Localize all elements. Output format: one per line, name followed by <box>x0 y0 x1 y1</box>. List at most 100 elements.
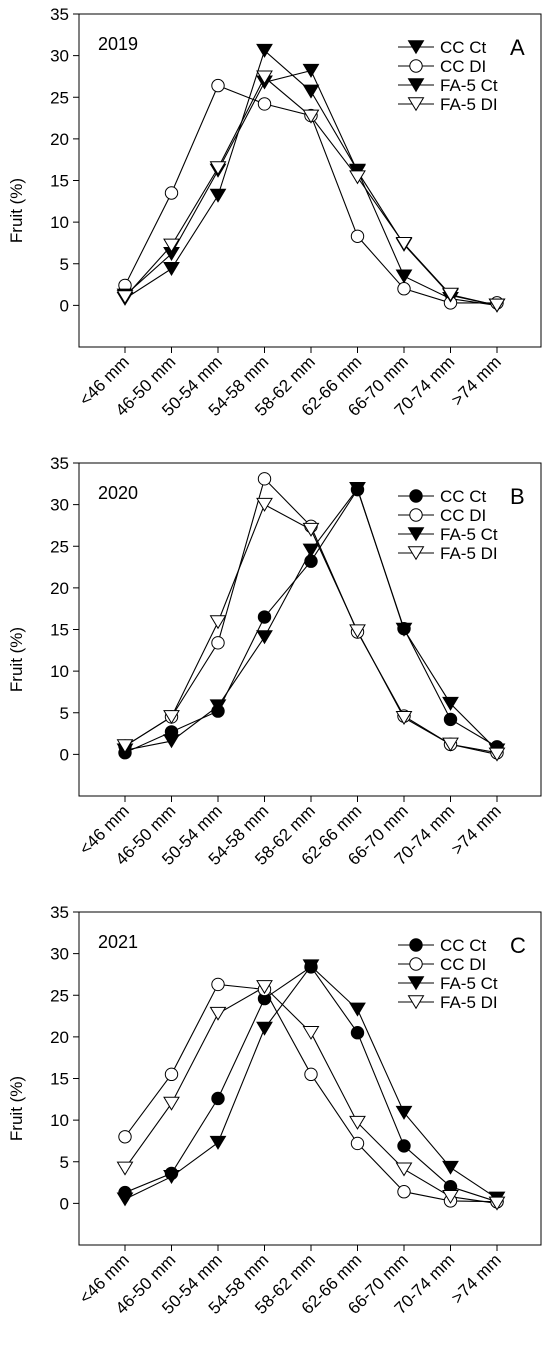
data-point-b-fa-5-di-7 <box>442 737 459 752</box>
data-point-b-cc-di-2 <box>211 636 225 650</box>
y-tick-label-b-10: 10 <box>50 662 69 681</box>
legend-marker-b-fa-5-ct <box>407 527 425 542</box>
year-label-a: 2019 <box>98 34 138 54</box>
data-point-a-fa-5-di-1 <box>163 238 180 253</box>
data-point-b-fa-5-di-0 <box>116 739 134 754</box>
data-point-b-fa-5-ct-1 <box>163 734 180 749</box>
data-point-b-cc-ct-7 <box>443 712 458 727</box>
legend-label-b-cc-ct: CC Ct <box>440 487 487 506</box>
data-point-b-fa-5-ct-4 <box>302 543 320 558</box>
data-point-c-fa-5-di-8 <box>488 1196 506 1211</box>
data-point-b-fa-5-ct-6 <box>395 622 413 637</box>
series-markers-c-cc-di <box>118 977 504 1209</box>
legend-label-c-cc-ct: CC Ct <box>440 936 487 955</box>
y-tick-label-c-20: 20 <box>50 1028 69 1047</box>
y-axis-label-b: Fruit (%) <box>7 627 26 692</box>
data-point-a-cc-ct-2 <box>209 188 227 203</box>
y-tick-label-c-15: 15 <box>50 1070 69 1089</box>
data-point-a-cc-di-6 <box>397 282 411 296</box>
data-point-c-fa-5-ct-7 <box>442 1160 459 1175</box>
data-point-a-fa-5-di-4 <box>302 109 320 124</box>
legend-marker-b-fa-5-di <box>407 546 425 561</box>
data-point-c-fa-5-ct-3 <box>256 1021 273 1036</box>
chart-panel-a: 0 5 10 15 20 25 30 35 Fruit (%) <46 mm 46-50 mm 50-… <box>0 0 550 449</box>
data-point-b-fa-5-ct-3 <box>256 630 273 645</box>
data-point-c-fa-5-di-3 <box>256 980 273 995</box>
series-markers-c-fa-5-ct <box>116 959 506 1207</box>
y-tick-label-a-30: 30 <box>50 47 69 66</box>
y-tick-label-b-5: 5 <box>60 704 69 723</box>
panel-letter-a: A <box>510 35 525 60</box>
data-point-c-cc-ct-6 <box>397 1139 411 1153</box>
y-tick-label-b-30: 30 <box>50 496 69 515</box>
data-point-a-cc-ct-6 <box>395 269 413 284</box>
chart-panel-c: 0 5 10 15 20 25 30 35 Fruit (%) <46 mm 46-50 mm 50-… <box>0 898 550 1347</box>
x-tick-label-c-74-mm: >74 mm <box>448 1250 505 1307</box>
data-point-c-fa-5-ct-6 <box>395 1105 413 1120</box>
y-tick-label-a-15: 15 <box>50 172 69 191</box>
y-tick-label-b-0: 0 <box>60 745 69 764</box>
legend-label-c-fa-5-ct: FA-5 Ct <box>440 974 498 993</box>
y-axis-label-c: Fruit (%) <box>7 1076 26 1141</box>
data-point-a-fa-5-di-0 <box>116 290 134 305</box>
data-point-c-fa-5-di-0 <box>116 1161 134 1176</box>
data-point-a-fa-5-ct-4 <box>302 63 320 78</box>
data-point-a-cc-ct-1 <box>163 261 180 276</box>
legend-marker-a-cc-ct <box>407 40 425 55</box>
panel-letter-c: C <box>510 933 526 958</box>
panel-letter-b: B <box>510 484 525 509</box>
y-tick-label-c-0: 0 <box>60 1194 69 1213</box>
data-point-a-cc-di-1 <box>164 186 179 200</box>
y-tick-label-a-25: 25 <box>50 88 69 107</box>
data-point-b-cc-ct-3 <box>257 610 272 624</box>
y-tick-label-c-5: 5 <box>60 1153 69 1172</box>
data-point-c-fa-5-ct-2 <box>209 1135 227 1150</box>
y-tick-label-c-25: 25 <box>50 986 69 1005</box>
data-point-c-cc-di-5 <box>350 1136 365 1151</box>
data-point-a-fa-5-di-8 <box>488 298 506 313</box>
data-point-b-fa-5-ct-5 <box>349 482 366 497</box>
data-point-b-fa-5-di-2 <box>209 615 227 630</box>
data-point-c-fa-5-ct-0 <box>116 1192 134 1207</box>
legend-label-c-fa-5-di: FA-5 DI <box>440 993 498 1012</box>
data-point-a-fa-5-di-7 <box>442 287 459 302</box>
year-label-b: 2020 <box>98 483 138 503</box>
data-point-a-fa-5-di-6 <box>395 237 413 251</box>
legend-label-b-cc-di: CC DI <box>440 506 486 525</box>
data-point-a-fa-5-di-5 <box>349 170 366 185</box>
legend-marker-a-fa-5-ct <box>407 78 425 93</box>
y-tick-label-a-0: 0 <box>60 296 69 315</box>
data-point-a-cc-di-3 <box>257 97 272 111</box>
data-point-b-fa-5-ct-2 <box>209 699 227 714</box>
data-point-a-fa-5-di-3 <box>256 70 273 85</box>
data-point-c-cc-di-1 <box>164 1067 179 1082</box>
x-tick-label-b-74-mm: >74 mm <box>448 801 505 858</box>
y-axis-label-a: Fruit (%) <box>7 178 26 243</box>
data-point-c-fa-5-ct-5 <box>349 1002 366 1017</box>
data-point-a-cc-di-5 <box>350 229 365 243</box>
legend-marker-c-cc-ct <box>409 938 423 952</box>
data-point-c-cc-di-4 <box>304 1067 318 1082</box>
y-tick-label-a-5: 5 <box>60 255 69 274</box>
data-point-c-cc-di-2 <box>211 977 225 992</box>
chart-panel-b: 0 5 10 15 20 25 30 35 Fruit (%) <46 mm 46-50 mm 50-… <box>0 449 550 898</box>
data-point-c-cc-ct-5 <box>350 1026 365 1040</box>
legend-label-a-fa-5-di: FA-5 DI <box>440 95 498 114</box>
data-point-b-fa-5-di-5 <box>349 624 366 639</box>
y-tick-label-b-15: 15 <box>50 621 69 640</box>
legend-label-b-fa-5-ct: FA-5 Ct <box>440 525 498 544</box>
data-point-c-fa-5-ct-1 <box>163 1169 180 1184</box>
x-tick-label-a-74-mm: >74 mm <box>448 352 505 409</box>
legend-marker-c-cc-di <box>409 957 423 971</box>
data-point-c-fa-5-di-7 <box>442 1189 459 1204</box>
y-tick-label-a-20: 20 <box>50 130 69 149</box>
data-point-b-fa-5-di-1 <box>163 710 180 725</box>
data-point-a-fa-5-di-2 <box>209 161 227 176</box>
legend-label-c-cc-di: CC DI <box>440 955 486 974</box>
data-point-c-fa-5-di-2 <box>209 1006 227 1021</box>
y-tick-label-b-25: 25 <box>50 537 69 556</box>
